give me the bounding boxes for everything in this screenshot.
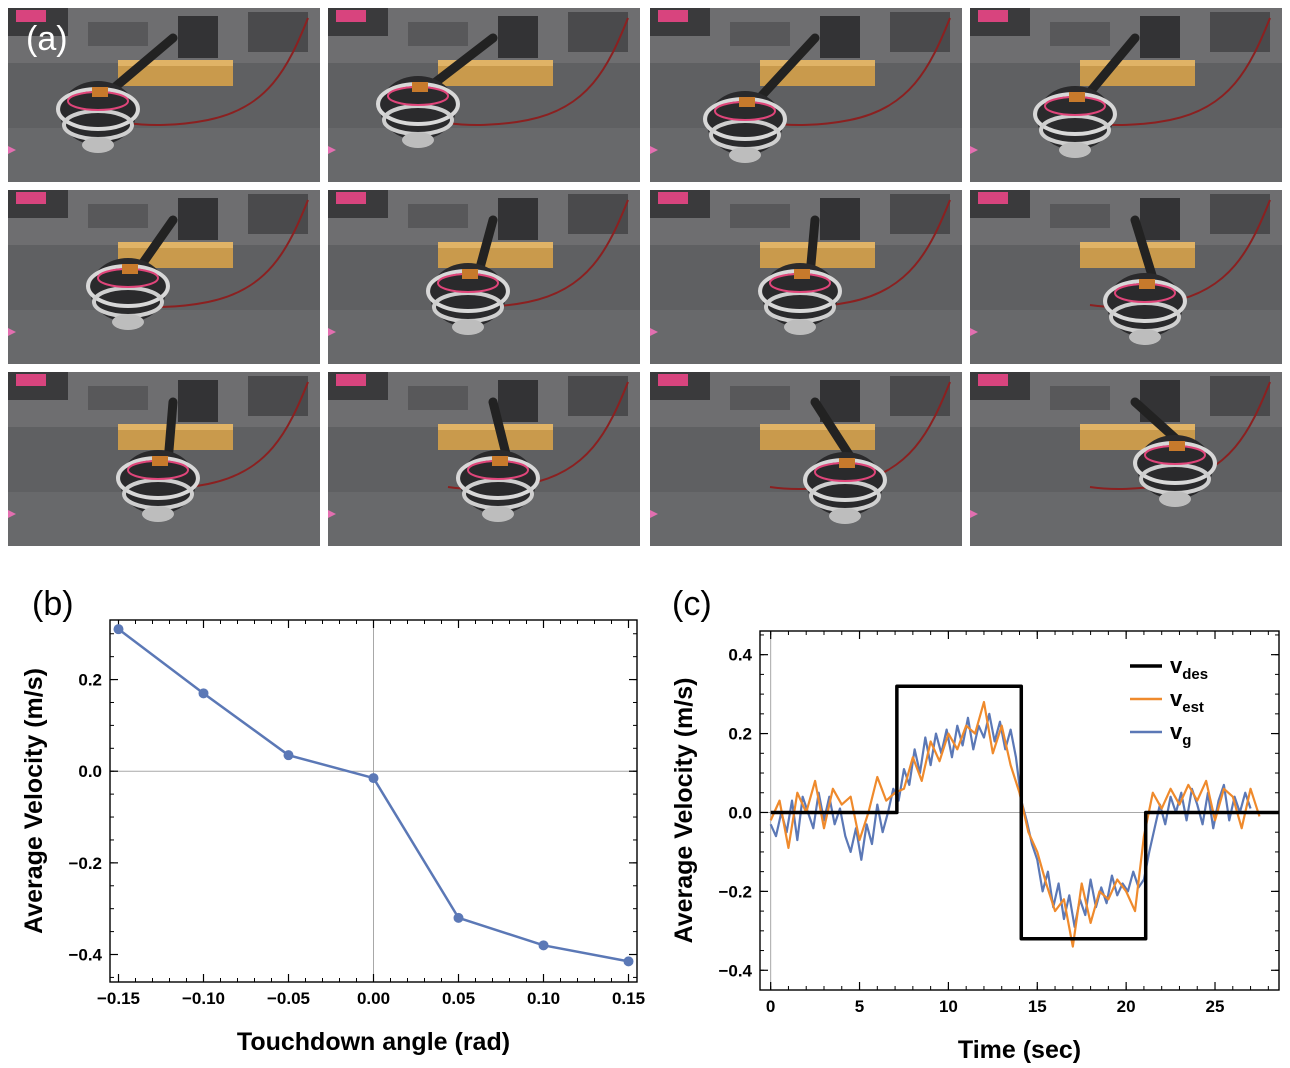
x-axis-label: Touchdown angle (rad) — [237, 1028, 510, 1056]
series-line-vg — [769, 712, 1252, 928]
panel-c-label: (c) — [672, 585, 712, 623]
x-tick-label: 10 — [939, 997, 958, 1016]
x-tick-label: 0.15 — [612, 989, 645, 1008]
y-tick-label: −0.4 — [68, 946, 102, 965]
photo-frame — [970, 372, 1282, 546]
legend-label: vest — [1170, 686, 1204, 716]
photo-frame — [650, 8, 962, 182]
robot-photo — [970, 190, 1282, 364]
x-tick-label: 0.00 — [357, 989, 390, 1008]
photo-frame — [8, 190, 320, 364]
robot-photo — [650, 8, 962, 182]
x-tick-label: −0.15 — [97, 989, 140, 1008]
robot-photo — [8, 190, 320, 364]
robot-photo — [8, 372, 320, 546]
data-point — [538, 940, 549, 951]
y-tick-label: −0.2 — [718, 882, 752, 901]
photo-frame — [970, 8, 1282, 182]
robot-photo — [8, 8, 320, 182]
panel-b-label: (b) — [32, 585, 74, 623]
x-tick-label: 5 — [855, 997, 864, 1016]
photo-frame — [970, 190, 1282, 364]
x-tick-label: 20 — [1117, 997, 1136, 1016]
photo-frame — [650, 372, 962, 546]
x-axis-label: Time (sec) — [958, 1036, 1081, 1064]
velocity-time-chart: 0 5 10 15 20 25 −0.4 −0.2 0.0 0.2 0.4 Time (sec) Ave… — [670, 630, 1280, 1064]
y-tick-label: 0.0 — [78, 762, 102, 781]
x-tick-label: 25 — [1206, 997, 1225, 1016]
x-tick-label: −0.05 — [267, 989, 310, 1008]
legend-label: vdes — [1170, 653, 1208, 683]
robot-photo — [328, 372, 640, 546]
data-point — [453, 912, 464, 923]
robot-photo — [650, 190, 962, 364]
y-tick-label: 0.0 — [728, 803, 752, 822]
robot-photo — [970, 8, 1282, 182]
data-point — [198, 688, 209, 699]
y-axis-label: Average Velocity (m/s) — [670, 678, 698, 944]
series-line-vdes — [770, 684, 1279, 941]
photo-frame — [650, 190, 962, 364]
y-tick-label: −0.2 — [68, 854, 102, 873]
x-tick-label: 0 — [766, 997, 775, 1016]
legend-subscript: est — [1182, 699, 1204, 716]
y-tick-label: 0.2 — [78, 671, 102, 690]
x-tick-label: 0.05 — [442, 989, 475, 1008]
robot-photo — [650, 372, 962, 546]
photo-frame — [8, 8, 320, 182]
x-tick-label: −0.10 — [182, 989, 225, 1008]
robot-photo — [970, 372, 1282, 546]
robot-photo — [328, 8, 640, 182]
x-tick-label: 0.10 — [527, 989, 560, 1008]
photo-frame — [328, 8, 640, 182]
x-tick-label: 15 — [1028, 997, 1047, 1016]
panel-a-label: (a) — [26, 20, 68, 58]
data-point — [623, 956, 634, 967]
data-point — [283, 750, 294, 761]
data-point — [113, 624, 124, 635]
photo-sequence-grid — [8, 8, 1282, 546]
legend-label: vg — [1170, 719, 1191, 749]
y-axis-label: Average Velocity (m/s) — [20, 668, 48, 934]
y-tick-label: −0.4 — [718, 961, 752, 980]
robot-photo — [328, 190, 640, 364]
legend-subscript: g — [1182, 732, 1191, 749]
y-tick-label: 0.4 — [728, 646, 752, 665]
photo-frame — [328, 372, 640, 546]
photo-frame — [8, 372, 320, 546]
y-tick-label: 0.2 — [728, 725, 752, 744]
photo-frame — [328, 190, 640, 364]
data-point — [368, 773, 379, 784]
touchdown-angle-chart: −0.15 −0.10 −0.05 0.00 0.05 0.10 0.15 −0.4 −0.2 0… — [20, 619, 645, 1056]
legend-subscript: des — [1182, 666, 1208, 683]
series-line-vest — [769, 700, 1261, 948]
